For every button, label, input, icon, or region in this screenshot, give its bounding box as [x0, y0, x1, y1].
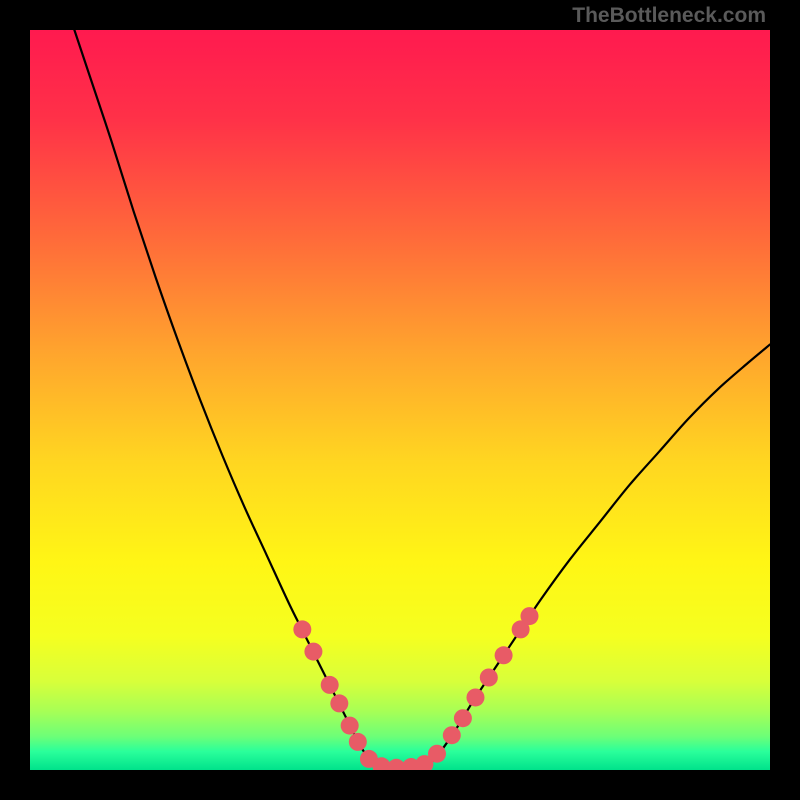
- data-marker: [428, 745, 446, 763]
- watermark-text: TheBottleneck.com: [572, 4, 766, 28]
- plot-background: [30, 30, 770, 770]
- chart-frame: TheBottleneck.com: [0, 0, 800, 800]
- data-marker: [349, 733, 367, 751]
- data-marker: [304, 643, 322, 661]
- data-marker: [293, 620, 311, 638]
- data-marker: [321, 676, 339, 694]
- data-marker: [454, 709, 472, 727]
- data-marker: [521, 607, 539, 625]
- bottleneck-chart: [0, 0, 800, 800]
- data-marker: [330, 694, 348, 712]
- data-marker: [341, 717, 359, 735]
- data-marker: [495, 646, 513, 664]
- data-marker: [466, 688, 484, 706]
- data-marker: [443, 726, 461, 744]
- data-marker: [480, 669, 498, 687]
